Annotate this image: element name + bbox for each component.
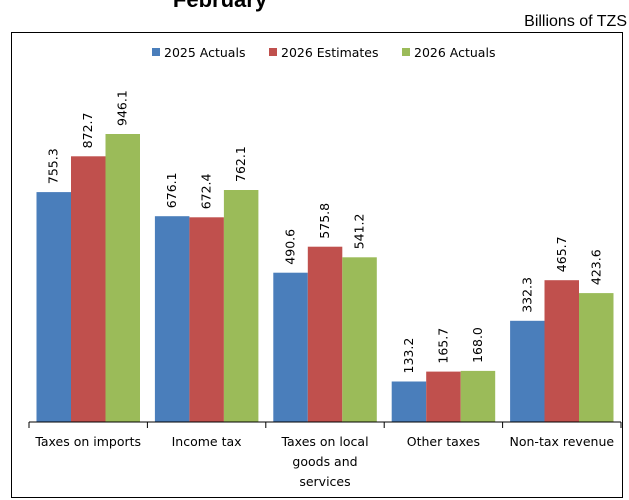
bar-3-1 xyxy=(426,371,461,422)
value-label-1-1: 672.4 xyxy=(199,173,214,209)
bar-4-2 xyxy=(579,293,614,422)
category-labels: Taxes on imports Income tax Taxes on local… xyxy=(34,434,614,489)
legend-swatch-1 xyxy=(269,48,277,56)
value-label-2-2: 541.2 xyxy=(352,214,367,250)
legend-swatch-2 xyxy=(402,48,410,56)
value-label-0-2: 946.1 xyxy=(115,90,130,126)
bar-1-1 xyxy=(189,217,224,422)
value-label-3-0: 133.2 xyxy=(401,338,416,374)
bar-0-1 xyxy=(71,156,106,423)
bar-2-1 xyxy=(307,246,343,422)
value-label-2-1: 575.8 xyxy=(317,203,332,239)
category-label-1: Income tax xyxy=(172,434,242,449)
category-label-3: Other taxes xyxy=(407,434,480,449)
value-label-0-1: 872.7 xyxy=(80,113,95,149)
legend-label-1: 2026 Estimates xyxy=(281,45,379,60)
bar-4-0 xyxy=(510,320,545,422)
value-label-4-1: 465.7 xyxy=(554,236,569,272)
bar-0-2 xyxy=(105,134,140,422)
value-label-1-2: 762.1 xyxy=(233,146,248,182)
bar-1-0 xyxy=(154,216,190,422)
category-label-0: Taxes on imports xyxy=(34,434,141,449)
bar-2-0 xyxy=(273,272,308,422)
bar-3-0 xyxy=(391,381,427,422)
chart-title: February xyxy=(140,0,300,13)
bars xyxy=(36,134,614,423)
value-label-4-0: 332.3 xyxy=(519,277,534,313)
value-label-3-2: 168.0 xyxy=(470,327,485,363)
bar-4-1 xyxy=(544,280,579,422)
chart-frame xyxy=(11,32,623,498)
category-label-2: Taxes on local goods and services xyxy=(280,434,368,489)
bar-3-2 xyxy=(460,370,496,422)
value-label-2-0: 490.6 xyxy=(283,229,298,265)
category-label-4: Non-tax revenue xyxy=(510,434,615,449)
bar-0-0 xyxy=(36,192,71,422)
value-label-0-0: 755.3 xyxy=(46,148,61,184)
x-axis xyxy=(28,421,622,428)
unit-label: Billions of TZS xyxy=(524,13,627,30)
legend: 2025 Actuals 2026 Estimates 2026 Actuals xyxy=(152,45,495,60)
bar-2-2 xyxy=(342,257,377,422)
legend-label-2: 2026 Actuals xyxy=(414,45,495,60)
value-labels: 755.3 872.7 946.1 676.1 672.4 762.1 490.6 575.8… xyxy=(46,90,604,373)
value-label-4-2: 423.6 xyxy=(588,249,603,285)
legend-label-0: 2025 Actuals xyxy=(164,45,245,60)
legend-swatch-0 xyxy=(152,48,160,56)
bar-1-2 xyxy=(223,190,259,422)
value-label-3-1: 165.7 xyxy=(435,328,450,364)
value-label-1-0: 676.1 xyxy=(164,172,179,208)
